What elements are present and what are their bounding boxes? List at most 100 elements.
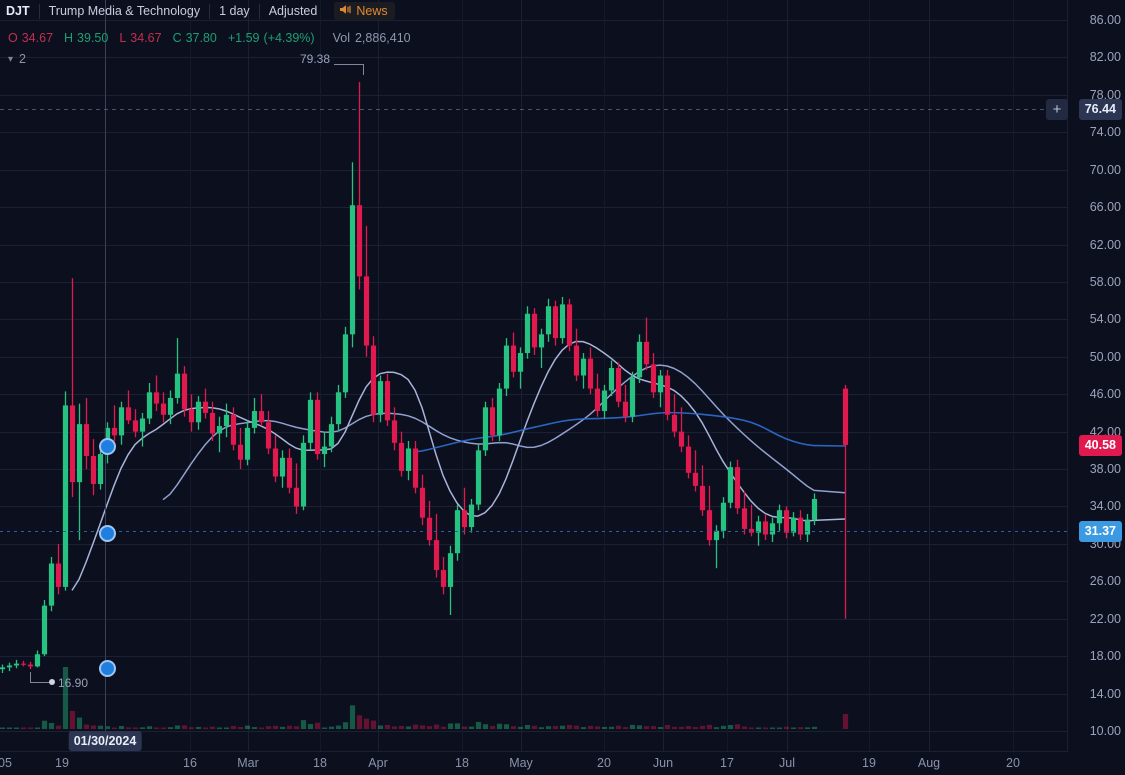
time-tick-label: Mar	[237, 756, 259, 770]
low-value: 34.67	[130, 31, 162, 45]
price-gridline	[0, 95, 1068, 96]
add-order-button[interactable]: +	[1046, 99, 1068, 120]
price-gridline	[0, 207, 1068, 208]
indicator-collapse-row[interactable]: ▾ 2	[8, 52, 26, 66]
price-tick-label: 34.00	[1089, 499, 1121, 513]
header-divider-1	[38, 3, 40, 19]
price-change: +1.59	[227, 31, 260, 45]
megaphone-icon	[339, 3, 352, 19]
chart-plot-area[interactable]	[0, 0, 1068, 752]
price-tick-label: 86.00	[1089, 13, 1121, 27]
price-tick-label: 10.00	[1089, 724, 1121, 738]
header-divider-3	[258, 3, 260, 19]
price-tick-label: 62.00	[1089, 238, 1121, 252]
open-value: 34.67	[21, 31, 54, 45]
time-tick-label: Apr	[368, 756, 388, 770]
volume-value: 2,886,410	[354, 31, 411, 45]
time-axis[interactable]: 05 19 16 Mar 18 Apr 18 May 20 Jun 17 Jul 19 Aug 20	[0, 751, 1068, 775]
time-gridline	[929, 0, 930, 752]
ma-price-badge: 31.37	[1078, 521, 1122, 542]
low-annotation-dot	[49, 679, 55, 685]
time-gridline	[521, 0, 522, 752]
price-tick-label: 26.00	[1089, 574, 1121, 588]
high-annotation-leader	[334, 64, 364, 65]
price-gridline	[0, 656, 1068, 657]
low-annotation-label: 16.90	[58, 676, 89, 690]
volume-series-layer	[0, 667, 849, 729]
price-change-percent: (+4.39%)	[263, 31, 315, 45]
timeframe-selector[interactable]: 1 day	[219, 4, 250, 18]
time-tick-label: Jul	[779, 756, 795, 770]
ma-value-marker-dot[interactable]	[98, 438, 116, 456]
time-gridline	[663, 0, 664, 752]
last-price-badge: 40.58	[1078, 435, 1122, 456]
price-tick-label: 18.00	[1089, 649, 1121, 663]
price-gridline	[0, 544, 1068, 545]
open-key: O	[8, 31, 18, 45]
price-gridline	[0, 619, 1068, 620]
news-button[interactable]: News	[334, 2, 395, 20]
price-tick-label: 70.00	[1089, 163, 1121, 177]
time-tick-label: 19	[55, 756, 69, 770]
symbol-label[interactable]: DJT	[6, 4, 30, 18]
time-tick-label: Jun	[652, 756, 674, 770]
low-key: L	[119, 31, 127, 45]
price-gridline	[0, 20, 1068, 21]
ohlc-legend: O 34.67 H 39.50 L 34.67 C 37.80 +1.59 (+…	[8, 31, 411, 46]
crosshair-date-badge: 01/30/2024	[68, 731, 142, 751]
chevron-down-icon[interactable]: ▾	[8, 53, 14, 65]
close-value: 37.80	[185, 31, 217, 45]
time-gridline	[248, 0, 249, 752]
time-tick-label: 18	[313, 756, 327, 770]
time-tick-label: 05	[0, 756, 12, 770]
chart-header-toolbar[interactable]: DJT Trump Media & Technology 1 day Adjus…	[0, 0, 395, 20]
price-tick-label: 46.00	[1089, 387, 1121, 401]
ma-value-marker-dot[interactable]	[98, 524, 116, 542]
time-tick-label: 20	[597, 756, 611, 770]
price-gridline	[0, 432, 1068, 433]
time-gridline	[787, 0, 788, 752]
price-gridline	[0, 282, 1068, 283]
price-gridline	[0, 694, 1068, 695]
price-gridline	[0, 170, 1068, 171]
time-gridline-minor	[1013, 0, 1014, 752]
price-tick-label: 14.00	[1089, 687, 1121, 701]
crosshair-price-badge: 76.44	[1078, 99, 1122, 120]
time-gridline-minor	[727, 0, 728, 752]
time-tick-label: 16	[183, 756, 197, 770]
time-gridline-minor	[869, 0, 870, 752]
crosshair-vertical-line	[105, 0, 106, 752]
price-gridline	[0, 581, 1068, 582]
company-name-label[interactable]: Trump Media & Technology	[48, 4, 201, 18]
price-gridline	[0, 245, 1068, 246]
low-annotation-tick	[30, 672, 31, 683]
price-tick-label: 74.00	[1089, 125, 1121, 139]
indicator-count-label: 2	[19, 52, 26, 66]
time-tick-label: 19	[862, 756, 876, 770]
adjusted-toggle[interactable]: Adjusted	[268, 4, 318, 18]
price-tick-label: 82.00	[1089, 50, 1121, 64]
news-label: News	[356, 4, 388, 18]
high-annotation-drop	[363, 64, 364, 75]
price-gridline	[0, 469, 1068, 470]
volume-key: Vol	[332, 31, 350, 45]
high-key: H	[64, 31, 74, 45]
high-value: 39.50	[77, 31, 109, 45]
time-gridline-minor	[320, 0, 321, 752]
time-gridline	[378, 0, 379, 752]
time-tick-label: 20	[1006, 756, 1020, 770]
price-gridline	[0, 132, 1068, 133]
time-gridline-minor	[604, 0, 605, 752]
time-tick-label: 17	[720, 756, 734, 770]
price-tick-label: 54.00	[1089, 312, 1121, 326]
price-tick-label: 50.00	[1089, 350, 1121, 364]
ma-value-marker-dot[interactable]	[98, 659, 116, 677]
time-tick-label: May	[509, 756, 533, 770]
ma-price-level-line	[0, 531, 1068, 532]
crosshair-horizontal-line	[0, 109, 1068, 110]
time-gridline-minor	[190, 0, 191, 752]
price-tick-label: 78.00	[1089, 88, 1121, 102]
candlestick-series-layer	[0, 81, 849, 673]
time-tick-label: Aug	[917, 756, 941, 770]
